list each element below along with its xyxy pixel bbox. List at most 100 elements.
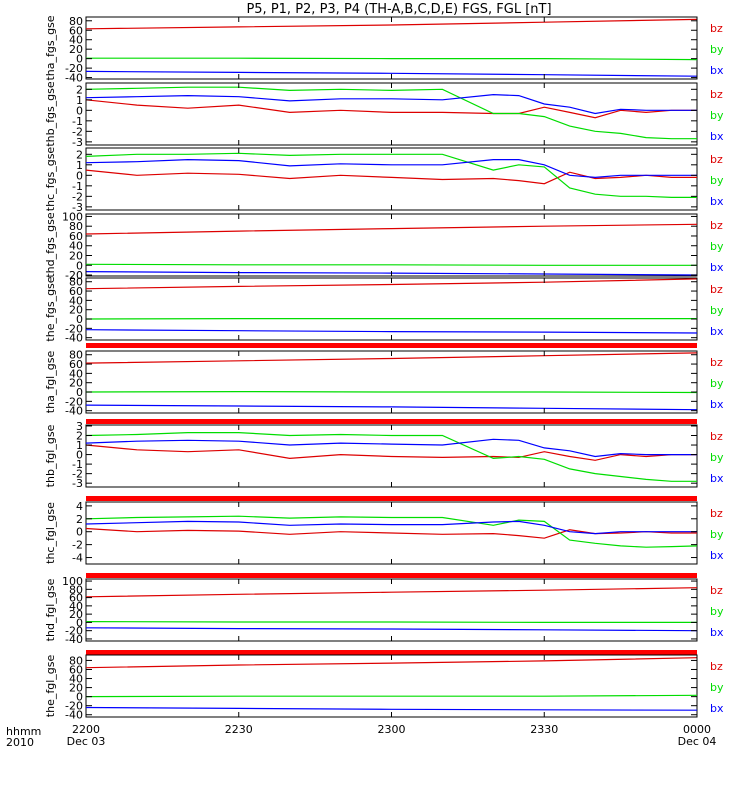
legend-bz: bz xyxy=(710,283,723,296)
y-tick-label: -40 xyxy=(65,72,83,85)
legend-bz: bz xyxy=(710,660,723,673)
legend-by: by xyxy=(710,681,724,694)
series-line-bz xyxy=(85,444,697,461)
y-tick-label: -40 xyxy=(65,633,83,646)
y-axis-label: tha_fgs_gse xyxy=(44,15,57,80)
y-tick-label: -20 xyxy=(65,700,83,713)
y-tick-label: -3 xyxy=(72,477,83,490)
panel-thb_fgs_gse: 210-1-2-3 thb_fgs_gse bz by bx xyxy=(44,81,724,149)
y-tick-label: 20 xyxy=(69,304,83,317)
panel-thc_fgl_gse: 420-2-4 thc_fgl_gse bz by bx xyxy=(44,500,724,565)
legend-by: by xyxy=(710,43,724,56)
y-tick-label: 2 xyxy=(76,513,83,526)
y-axis-label: thd_fgs_gse xyxy=(44,212,57,278)
series-line-bx xyxy=(85,706,698,711)
y-tick-label: 40 xyxy=(69,240,83,253)
y-tick-label: -1 xyxy=(72,115,83,128)
y-tick-label: 3 xyxy=(76,420,83,433)
y-tick-label: 80 xyxy=(69,220,83,233)
y-tick-label: 100 xyxy=(62,210,83,223)
y-tick-label: 40 xyxy=(69,367,83,380)
y-axis-label: thb_fgl_gse xyxy=(44,424,57,487)
y-tick-label: -2 xyxy=(72,125,83,138)
panel-frame xyxy=(85,16,698,80)
y-tick-label: -20 xyxy=(65,62,83,75)
y-tick-label: 1 xyxy=(76,159,83,172)
legend-bx: bx xyxy=(710,398,724,411)
date-tick-label: Dec 04 xyxy=(678,735,717,748)
y-tick-label: 0 xyxy=(76,449,83,462)
y-tick-label: -2 xyxy=(72,468,83,481)
y-tick-label: 80 xyxy=(69,15,83,28)
y-tick-label: 80 xyxy=(69,583,83,596)
y-tick-label: 20 xyxy=(69,377,83,390)
series-line-bz xyxy=(85,527,697,539)
legend-bz: bz xyxy=(710,507,723,520)
figure-title: P5, P1, P2, P3, P4 (TH-A,B,C,D,E) FGS, F… xyxy=(246,2,551,17)
y-axis-label: tha_fgl_gse xyxy=(44,351,57,414)
series-line-bx xyxy=(85,627,698,632)
legend-bz: bz xyxy=(710,584,723,597)
y-axis-label: thb_fgs_gse xyxy=(44,81,57,147)
series-line-bx xyxy=(85,438,697,458)
legend-by: by xyxy=(710,605,724,618)
legend-by: by xyxy=(710,451,724,464)
y-tick-label: 20 xyxy=(69,249,83,262)
y-tick-label: 1 xyxy=(76,439,83,452)
y-tick-label: -1 xyxy=(72,458,83,471)
time-row-label: hhmm xyxy=(6,725,41,738)
legend-bx: bx xyxy=(710,195,724,208)
y-tick-label: -40 xyxy=(65,332,83,345)
y-tick-label: -20 xyxy=(65,625,83,638)
y-tick-label: -2 xyxy=(72,190,83,203)
availability-bar xyxy=(86,343,697,348)
y-tick-label: 0 xyxy=(76,53,83,66)
panel-frame xyxy=(85,213,698,277)
y-tick-label: 60 xyxy=(69,592,83,605)
legend-bx: bx xyxy=(710,130,724,143)
series-line-bx xyxy=(85,70,698,77)
series-line-bz xyxy=(85,18,698,30)
series-line-bx xyxy=(85,158,697,179)
series-line-bz xyxy=(85,223,698,235)
y-tick-label: 0 xyxy=(76,616,83,629)
y-tick-label: 0 xyxy=(76,313,83,326)
y-tick-label: 60 xyxy=(69,663,83,676)
y-tick-label: 60 xyxy=(69,24,83,37)
legend-bx: bx xyxy=(710,549,724,562)
y-tick-label: -3 xyxy=(72,201,83,214)
legend-bx: bx xyxy=(710,64,724,77)
availability-bar xyxy=(86,573,697,578)
time-row-label: 2010 xyxy=(6,736,34,749)
legend-bz: bz xyxy=(710,22,723,35)
legend-bz: bz xyxy=(710,356,723,369)
series-line-bz xyxy=(85,352,698,364)
series-line-by xyxy=(86,57,698,61)
y-tick-label: -3 xyxy=(72,136,83,149)
series-line-by xyxy=(85,263,697,266)
panel-thc_fgs_gse: 210-1-2-3 thc_fgs_gse bz by bx xyxy=(44,147,724,214)
time-tick-label: 2330 xyxy=(530,723,558,736)
y-tick-label: 4 xyxy=(76,500,83,513)
panel-frame xyxy=(85,147,698,211)
y-tick-label: 2 xyxy=(76,429,83,442)
y-tick-label: -4 xyxy=(72,552,83,565)
y-tick-label: 2 xyxy=(76,83,83,96)
legend-bz: bz xyxy=(710,219,723,232)
panel-frame xyxy=(85,578,698,642)
y-tick-label: 0 xyxy=(76,526,83,539)
date-tick-label: Dec 03 xyxy=(67,735,106,748)
legend-by: by xyxy=(710,109,724,122)
y-tick-label: 0 xyxy=(76,691,83,704)
panel-frame xyxy=(85,350,698,414)
y-tick-label: -2 xyxy=(72,539,83,552)
series-line-bx xyxy=(85,329,698,334)
